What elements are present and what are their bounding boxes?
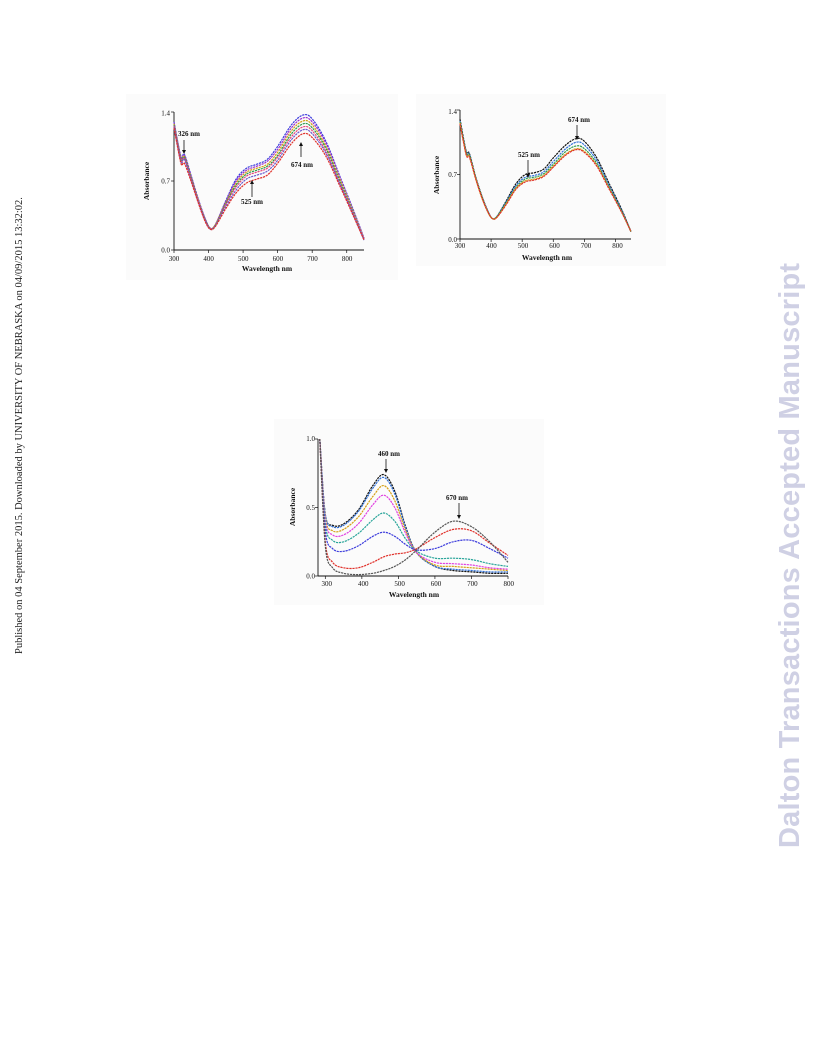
publication-note: Published on 04 September 2015. Download… — [14, 197, 25, 654]
chart-1-xtick: 600 — [273, 255, 284, 263]
chart-1-ytick: 1.4 — [161, 110, 170, 118]
chart-3-series-line — [319, 438, 509, 574]
chart-1-xtick: 400 — [203, 255, 214, 263]
chart-3-series-line — [319, 438, 509, 570]
chart-3-ytick: 0.5 — [306, 504, 315, 512]
chart-2-xtick: 400 — [486, 242, 497, 250]
chart-3-series-line — [319, 438, 509, 567]
chart-3-ytick: 0.0 — [306, 573, 315, 581]
chart-1-annotation-326: 326 nm — [178, 130, 200, 138]
chart-1-series-line — [173, 126, 365, 241]
chart-3-xtick: 400 — [358, 580, 369, 588]
chart-1-annotation-525: 525 nm — [241, 198, 263, 206]
chart-2-series-line — [459, 119, 632, 232]
chart-3-series-line — [319, 438, 509, 572]
manuscript-watermark: Dalton Transactions Accepted Manuscript — [774, 262, 806, 848]
chart-2-ylabel: Absorbance — [432, 155, 441, 194]
chart-3-xtick: 600 — [431, 580, 442, 588]
chart-1-series-line — [173, 125, 365, 240]
chart-1-series-line — [173, 119, 365, 240]
chart-2-xlabel: Wavelength nm — [522, 253, 573, 262]
chart-1-ylabel: Absorbance — [142, 161, 151, 200]
chart-panel-3: Absorbance Wavelength nm 300 400 500 600… — [274, 419, 544, 605]
chart-2-series-line — [459, 120, 632, 232]
chart-1-ytick: 0.0 — [161, 247, 170, 255]
chart-3-xtick: 800 — [504, 580, 515, 588]
chart-3-annotation-460: 460 nm — [378, 450, 400, 458]
chart-3-annotation-670: 670 nm — [446, 494, 468, 502]
chart-2-xtick: 800 — [612, 242, 623, 250]
chart-2-annotation-674: 674 nm — [568, 116, 590, 124]
chart-2-xtick: 500 — [518, 242, 529, 250]
chart-3-xlabel: Wavelength nm — [389, 590, 440, 599]
chart-1-ytick: 0.7 — [161, 178, 170, 186]
chart-3-xtick: 500 — [394, 580, 405, 588]
chart-2-series-line — [459, 123, 632, 232]
chart-2-annotation-525: 525 nm — [518, 151, 540, 159]
chart-3-xtick: 300 — [322, 580, 333, 588]
chart-1-series-line — [173, 116, 365, 239]
chart-1-xtick: 300 — [169, 255, 180, 263]
chart-panel-2: Absorbance Wavelength nm 300 400 500 600… — [416, 94, 666, 266]
chart-1-series-line — [173, 127, 365, 241]
chart-1-annotation-674: 674 nm — [291, 161, 313, 169]
chart-3-series-line — [319, 438, 509, 573]
chart-3-ylabel: Absorbance — [288, 487, 297, 526]
chart-1-svg: Absorbance Wavelength nm 300 400 500 600… — [142, 110, 365, 273]
chart-2-ytick: 1.4 — [448, 108, 457, 116]
chart-2-svg: Absorbance Wavelength nm 300 400 500 600… — [432, 108, 632, 262]
chart-2-xtick: 700 — [581, 242, 592, 250]
chart-3-series-line — [319, 438, 509, 559]
chart-3-ytick: 1.0 — [306, 435, 315, 443]
chart-1-series-line — [173, 122, 365, 240]
chart-3-series-line — [319, 438, 509, 570]
chart-3-xtick: 700 — [467, 580, 478, 588]
chart-2-xtick: 300 — [455, 242, 466, 250]
chart-panel-1: Absorbance Wavelength nm 300 400 500 600… — [126, 94, 398, 280]
chart-2-ytick: 0.7 — [448, 171, 457, 179]
chart-3-svg: Absorbance Wavelength nm 300 400 500 600… — [288, 435, 515, 599]
chart-2-ytick: 0.0 — [448, 236, 457, 244]
chart-3-series-line — [319, 438, 509, 576]
chart-1-xlabel: Wavelength nm — [242, 264, 293, 273]
chart-2-xtick: 600 — [549, 242, 560, 250]
chart-1-xtick: 500 — [238, 255, 249, 263]
chart-1-xtick: 700 — [307, 255, 318, 263]
chart-1-xtick: 800 — [342, 255, 353, 263]
